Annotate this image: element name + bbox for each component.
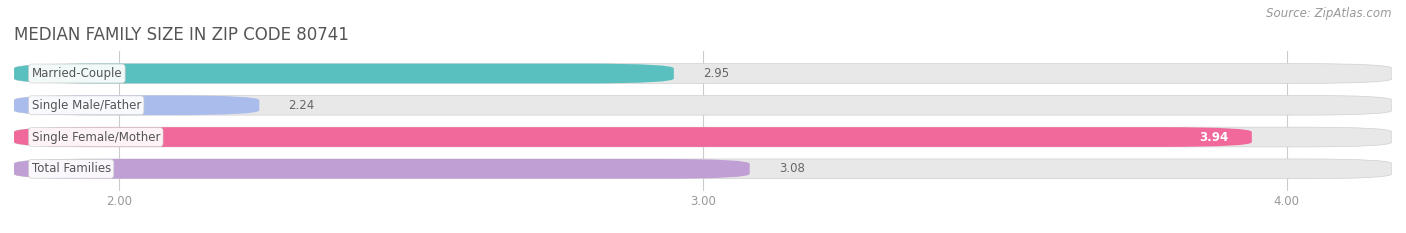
Text: 3.08: 3.08 [779,162,804,175]
Text: Single Male/Father: Single Male/Father [31,99,141,112]
FancyBboxPatch shape [14,127,1392,147]
FancyBboxPatch shape [14,96,1392,115]
FancyBboxPatch shape [14,127,1251,147]
Text: Total Families: Total Families [31,162,111,175]
FancyBboxPatch shape [14,159,749,179]
Text: MEDIAN FAMILY SIZE IN ZIP CODE 80741: MEDIAN FAMILY SIZE IN ZIP CODE 80741 [14,26,349,44]
Text: Married-Couple: Married-Couple [31,67,122,80]
Text: 2.95: 2.95 [703,67,730,80]
Text: Single Female/Mother: Single Female/Mother [31,130,160,144]
FancyBboxPatch shape [14,64,1392,83]
Text: 3.94: 3.94 [1199,130,1229,144]
Text: 2.24: 2.24 [288,99,315,112]
FancyBboxPatch shape [14,64,673,83]
FancyBboxPatch shape [14,159,1392,179]
FancyBboxPatch shape [14,96,259,115]
Text: Source: ZipAtlas.com: Source: ZipAtlas.com [1267,7,1392,20]
